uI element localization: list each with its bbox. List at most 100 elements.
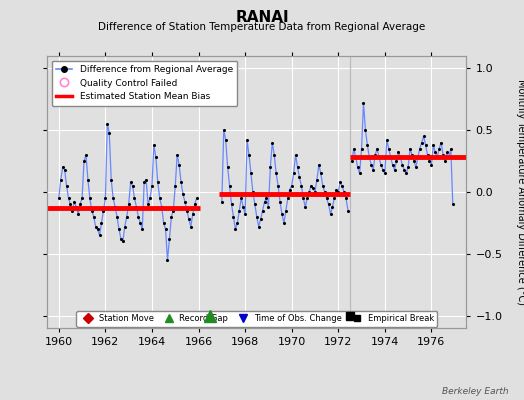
Point (270, 152, 278, 158)
Point (433, 154, 441, 160)
Point (402, 170, 410, 177)
Text: Difference of Station Temperature Data from Regional Average: Difference of Station Temperature Data f… (99, 22, 425, 32)
Point (326, 211, 335, 218)
Point (220, 127, 228, 133)
Point (392, 158, 401, 164)
Point (233, 220, 242, 226)
Point (365, 154, 374, 160)
Point (404, 164, 412, 170)
Point (420, 133, 428, 140)
Point (342, 195, 350, 201)
Point (76, 201, 84, 208)
Point (97, 220, 106, 226)
Point (187, 224, 195, 230)
Point (256, 216, 265, 222)
Point (431, 149, 440, 156)
Point (177, 179, 185, 185)
Point (60, 166, 69, 173)
Point (70, 199, 79, 205)
Point (225, 183, 234, 189)
Point (303, 195, 311, 201)
Point (179, 191, 187, 198)
Point (245, 152, 253, 158)
Point (118, 238, 127, 245)
Point (418, 139, 426, 146)
Point (107, 176, 115, 183)
Point (88, 207, 96, 214)
Point (410, 158, 418, 164)
Point (250, 201, 259, 208)
Point (288, 183, 296, 189)
Point (243, 137, 251, 143)
Point (367, 162, 376, 168)
Text: Berkeley Earth: Berkeley Earth (442, 387, 508, 396)
Text: RANAI: RANAI (235, 10, 289, 25)
Point (148, 183, 156, 189)
Point (130, 195, 139, 201)
Point (437, 139, 445, 146)
Point (190, 201, 199, 208)
Point (54, 195, 63, 201)
Point (150, 142, 158, 148)
Point (103, 121, 112, 127)
Point (247, 170, 255, 177)
Point (109, 195, 117, 201)
Point (78, 195, 86, 201)
Point (113, 214, 121, 220)
Legend: Station Move, Record Gap, Time of Obs. Change, Empirical Break: Station Move, Record Gap, Time of Obs. C… (76, 311, 438, 326)
Point (291, 152, 300, 158)
Point (146, 195, 154, 201)
Point (223, 164, 232, 170)
Point (359, 100, 368, 106)
Point (85, 195, 94, 201)
Point (361, 127, 369, 133)
Point (175, 162, 183, 168)
Point (163, 257, 172, 263)
Point (80, 158, 88, 164)
Point (239, 204, 247, 210)
Point (99, 207, 107, 214)
Point (132, 204, 140, 210)
Point (394, 149, 402, 156)
Point (260, 199, 269, 205)
Point (138, 226, 146, 232)
Point (154, 179, 162, 185)
Point (441, 158, 449, 164)
Point (64, 195, 73, 201)
Point (121, 224, 129, 230)
Point (158, 204, 166, 210)
Point (313, 176, 321, 183)
Point (173, 152, 181, 158)
Point (334, 189, 343, 195)
Point (398, 162, 407, 168)
Point (227, 201, 236, 208)
Point (159, 220, 168, 226)
Point (125, 201, 133, 208)
Point (286, 186, 294, 193)
Point (144, 201, 152, 208)
Point (357, 146, 366, 152)
Point (435, 146, 443, 152)
Point (165, 236, 173, 242)
Point (62, 183, 71, 189)
Point (449, 201, 457, 208)
Point (217, 199, 226, 205)
Point (383, 137, 391, 143)
Point (347, 158, 356, 164)
Point (309, 185, 317, 192)
Point (443, 149, 451, 156)
Point (123, 214, 131, 220)
Point (237, 195, 245, 201)
Point (192, 195, 201, 201)
Point (74, 211, 82, 218)
Point (189, 211, 197, 218)
Point (344, 207, 352, 214)
Point (390, 166, 399, 173)
Point (266, 164, 275, 170)
Point (385, 146, 393, 152)
Point (268, 139, 277, 146)
Point (171, 183, 179, 189)
Point (379, 166, 387, 173)
Point (416, 146, 424, 152)
Point (421, 142, 430, 148)
